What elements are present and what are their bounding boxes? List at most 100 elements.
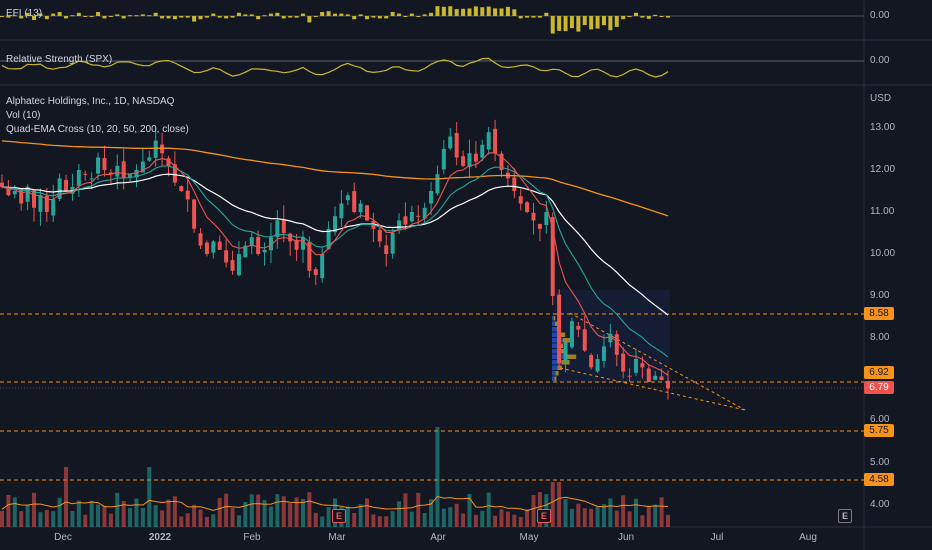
efi-bar [499, 8, 504, 16]
volume-bar [153, 505, 158, 527]
x-tick: Jun [617, 532, 635, 543]
x-tick: Jul [710, 532, 724, 543]
candle-body [339, 203, 344, 219]
efi-bar [32, 16, 37, 20]
candle-body [25, 186, 30, 202]
efi-bar [166, 16, 171, 19]
volume-bar [512, 514, 517, 527]
efi-bar [256, 16, 261, 20]
volume-bar [76, 500, 81, 527]
efi-bar [243, 14, 248, 16]
profile-row-up [559, 332, 566, 337]
candle-body [397, 220, 402, 231]
volume-bar [384, 516, 389, 527]
earnings-marker[interactable]: E [537, 509, 551, 523]
volume-bar [249, 494, 254, 527]
efi-bar [249, 14, 254, 16]
profile-row-down [552, 365, 558, 370]
candle-body [32, 190, 37, 208]
candle-body [51, 199, 56, 216]
volume-bar [307, 492, 312, 527]
profile-row-down [552, 349, 561, 354]
ema-label[interactable]: Quad-EMA Cross (10, 20, 50, 200, close) [6, 124, 189, 135]
candle-body [249, 237, 254, 247]
candle-body [294, 239, 299, 250]
chart-title[interactable]: Alphatec Holdings, Inc., 1D, NASDAQ [6, 96, 175, 107]
volume-bar [518, 516, 523, 527]
efi-bar [89, 16, 94, 17]
volume-bar [294, 497, 299, 527]
volume-bar [352, 512, 357, 527]
candle-body [211, 241, 216, 253]
volume-bar [172, 496, 177, 527]
candle-body [204, 242, 209, 254]
profile-row-down [552, 343, 558, 348]
volume-bar [550, 482, 555, 527]
efi-bar [569, 16, 574, 29]
efi-bar [352, 16, 357, 20]
volume-ma-line [1, 495, 669, 512]
candle-body [153, 140, 158, 158]
rs-label[interactable]: Relative Strength (SPX) [6, 54, 113, 65]
volume-bar [128, 508, 133, 527]
earnings-marker-upcoming[interactable]: E [838, 509, 852, 523]
candle-body [326, 228, 331, 250]
candle-body [557, 294, 562, 364]
efi-bar [204, 16, 209, 18]
volume-bar [108, 513, 113, 527]
candle-body [569, 321, 574, 348]
candle-body [544, 212, 549, 226]
efi-bar [300, 13, 305, 16]
candle-body [96, 157, 101, 174]
efi-bar [153, 12, 158, 16]
candle-body [518, 196, 523, 204]
candle-body [307, 241, 312, 271]
volume-bar [326, 507, 331, 527]
efi-bar [448, 6, 453, 16]
efi-bar [525, 16, 530, 18]
candle-body [0, 182, 4, 187]
efi-bar [102, 16, 107, 19]
efi-label[interactable]: EFI (13) [6, 8, 43, 19]
candle-body [352, 191, 357, 212]
efi-bar [83, 16, 88, 17]
candle-body [281, 219, 286, 233]
volume-bar [19, 511, 24, 527]
efi-bar [0, 16, 4, 17]
candle-body [493, 128, 498, 154]
volume-bar [531, 495, 536, 527]
candle-body [422, 207, 427, 219]
relative-strength-line [1, 57, 669, 78]
volume-bar [653, 504, 658, 527]
volume-bar [467, 493, 472, 527]
candle-body [403, 216, 408, 225]
volume-bar [365, 498, 370, 527]
efi-bar [230, 16, 235, 18]
candle-body [160, 144, 165, 154]
candle-body [313, 269, 318, 275]
candle-body [230, 260, 235, 271]
efi-bar [621, 16, 626, 20]
candle-body [300, 237, 305, 250]
volume-bar [345, 506, 350, 527]
candle-body [185, 190, 190, 200]
efi-bar [550, 16, 555, 34]
price-badge-858: 8.58 [864, 307, 894, 320]
efi-bar [640, 16, 645, 18]
wedge-lower-line [559, 367, 746, 411]
y-tick: 9.00 [870, 290, 890, 301]
volume-label[interactable]: Vol (10) [6, 110, 41, 121]
efi-bar [121, 16, 126, 19]
candle-body [595, 359, 600, 372]
efi-bar [608, 16, 613, 31]
volume-bar [262, 500, 267, 527]
profile-row-down [552, 371, 556, 376]
efi-bar [358, 14, 363, 16]
volume-bar [6, 495, 11, 527]
earnings-marker[interactable]: E [332, 509, 346, 523]
candle-body [288, 233, 293, 242]
efi-bar [44, 16, 49, 20]
profile-row-up [565, 354, 577, 359]
x-tick: Apr [430, 532, 446, 543]
